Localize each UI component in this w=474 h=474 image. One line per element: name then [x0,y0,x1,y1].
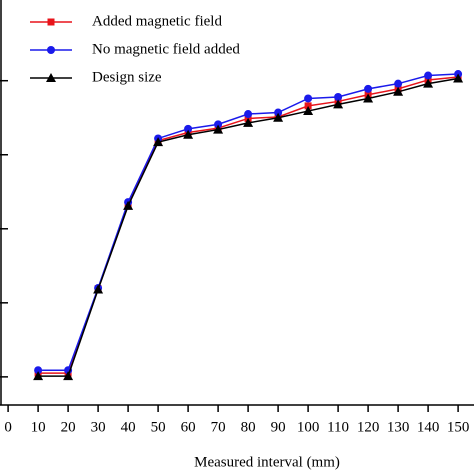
point [334,92,343,101]
x-tick-label: 70 [211,419,226,435]
point [364,84,373,93]
point [33,371,44,381]
x-tick-label: 150 [447,419,470,435]
point [63,371,74,381]
x-tick-label: 110 [327,419,349,435]
point [46,73,56,82]
point [47,18,55,26]
x-tick-label: 40 [121,419,136,435]
point [273,112,284,122]
point [34,366,43,375]
x-axis-label: Measured interval (mm) [194,454,340,470]
legend-label: No magnetic field added [92,41,240,57]
point [393,86,404,96]
x-tick-label: 90 [271,419,286,435]
point [423,78,434,88]
point [93,284,104,294]
x-tick-label: 0 [4,419,12,435]
point [453,73,464,83]
x-tick-label: 20 [61,419,76,435]
point [214,120,223,129]
point [304,102,312,110]
x-tick-label: 80 [241,419,256,435]
point [303,106,314,116]
legend-label: Design size [92,69,162,85]
point [123,200,134,210]
point [363,93,374,103]
x-tick-label: 30 [91,419,106,435]
x-tick-label: 140 [417,419,440,435]
x-tick-label: 60 [181,419,196,435]
point [394,79,403,88]
point [184,124,193,133]
point [243,117,254,127]
legend-label: Added magnetic field [92,13,222,29]
x-tick-label: 50 [151,419,166,435]
x-tick-label: 120 [357,419,380,435]
point [274,108,283,117]
point [183,129,194,139]
x-tick-label: 10 [31,419,46,435]
point [153,137,164,147]
point [424,71,433,80]
point [333,99,344,109]
point [304,94,313,103]
point [213,124,224,134]
point [244,110,253,119]
point [47,46,55,54]
x-tick-label: 100 [297,419,320,435]
x-tick-label: 130 [387,419,410,435]
